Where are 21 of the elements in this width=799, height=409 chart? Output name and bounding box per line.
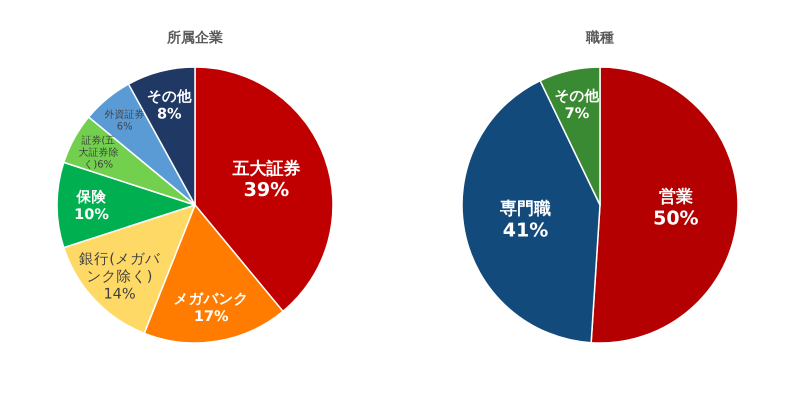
chart-title: 職種 — [585, 29, 614, 46]
slice-label: 保険 — [76, 188, 108, 206]
data-label: 8% — [156, 106, 182, 123]
data-label: 7% — [564, 106, 590, 122]
data-label: 14% — [103, 286, 136, 302]
slice-label: 営業 — [658, 186, 693, 207]
data-label: 41% — [502, 219, 548, 242]
data-label: 6% — [116, 121, 133, 132]
slice-label: その他 — [146, 88, 193, 106]
slice-label: メガバンク — [174, 292, 249, 308]
slice-label: 銀行(メガバンク除く) — [79, 252, 161, 285]
data-label: 10% — [74, 206, 110, 223]
data-label: 39% — [244, 179, 290, 202]
slice-label: 証券(五大証券除く)6% — [78, 134, 118, 170]
slice-label: 外資証券 — [104, 108, 145, 120]
slice-label: 専門職 — [499, 199, 551, 220]
chart-title: 所属企業 — [166, 30, 223, 46]
data-label: 50% — [653, 207, 699, 230]
data-label: 17% — [194, 309, 230, 325]
slice-label: 五大証券 — [231, 158, 300, 179]
slice-label: その他 — [554, 87, 600, 104]
